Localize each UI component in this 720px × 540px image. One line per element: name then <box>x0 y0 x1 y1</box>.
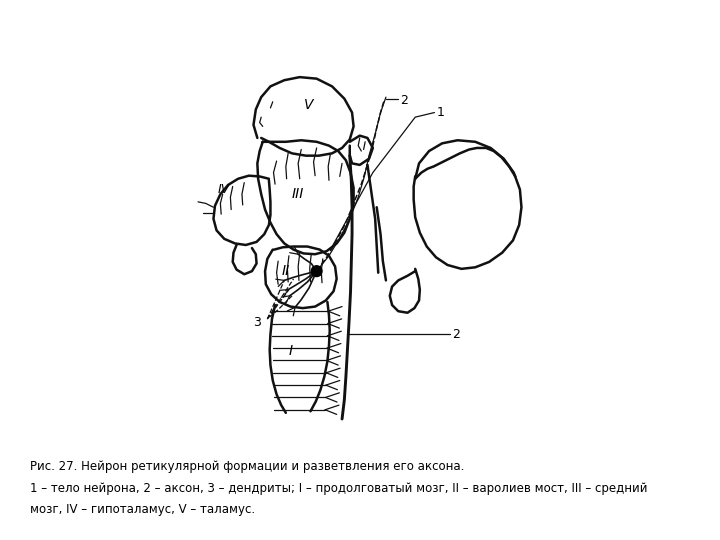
Text: 2: 2 <box>452 328 460 341</box>
Text: 1 – тело нейрона, 2 – аксон, 3 – дендриты; I – продолговатый мозг, II – варолиев: 1 – тело нейрона, 2 – аксон, 3 – дендрит… <box>30 482 648 495</box>
Text: 2: 2 <box>400 94 408 107</box>
Text: I: I <box>289 344 292 358</box>
Text: II: II <box>282 264 290 278</box>
Text: 1: 1 <box>437 106 445 119</box>
Text: мозг, IV – гипоталамус, V – таламус.: мозг, IV – гипоталамус, V – таламус. <box>30 503 256 516</box>
Circle shape <box>311 266 322 276</box>
Text: Рис. 27. Нейрон ретикулярной формации и разветвления его аксона.: Рис. 27. Нейрон ретикулярной формации и … <box>30 460 464 473</box>
Text: 3: 3 <box>253 316 261 329</box>
Text: IV: IV <box>218 183 230 196</box>
Text: III: III <box>292 187 305 201</box>
Text: V: V <box>304 98 314 112</box>
